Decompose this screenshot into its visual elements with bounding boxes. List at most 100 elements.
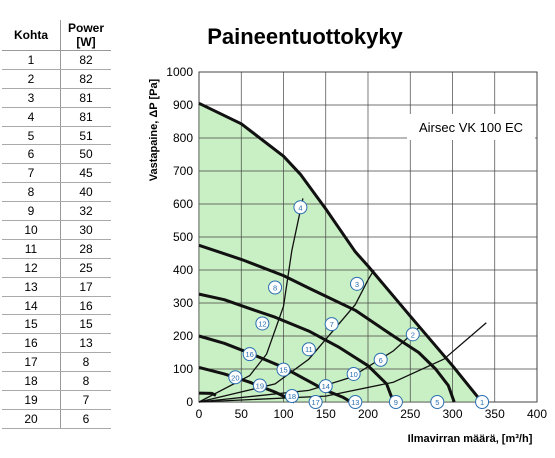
- cell-power: 16: [60, 296, 111, 316]
- point-marker: [430, 395, 445, 409]
- table-row: 3 81: [2, 88, 111, 108]
- y-tick-label: 1000: [166, 65, 193, 79]
- point-label: 16: [246, 350, 254, 359]
- point-label: 1: [480, 398, 484, 407]
- table-row: 4 81: [2, 107, 111, 127]
- model-label-bg: [407, 114, 535, 140]
- table-row: 8 40: [2, 182, 111, 203]
- cell-kohta: 7: [2, 163, 61, 184]
- point-label: 15: [279, 366, 287, 375]
- y-tick-label: 600: [173, 197, 193, 211]
- y-tick-label: 100: [173, 362, 193, 376]
- point-marker: [242, 347, 257, 362]
- y-tick-label: 700: [173, 164, 193, 178]
- power-table: Kohta Power [W] 1 82 2 82 3 81 4 81 5 51 6 50 7 45 8 40…: [2, 20, 111, 429]
- point-marker: [348, 395, 363, 409]
- system-curve: [198, 322, 487, 403]
- cell-kohta: 11: [2, 239, 61, 259]
- table-row: 13 17: [2, 277, 111, 297]
- cell-power: 8: [60, 352, 111, 373]
- y-tick-label: 500: [173, 230, 193, 244]
- cell-power: 45: [60, 163, 111, 184]
- table-row: 14 16: [2, 296, 111, 316]
- header-power: Power [W]: [60, 20, 111, 51]
- cell-power: 28: [60, 239, 111, 259]
- cell-kohta: 14: [2, 296, 61, 316]
- y-tick-label: 300: [173, 296, 193, 310]
- point-marker: [350, 276, 365, 291]
- cell-kohta: 4: [2, 107, 61, 127]
- point-label: 18: [288, 392, 296, 401]
- fan-curve: [198, 101, 484, 403]
- x-tick-label: 0: [196, 407, 203, 421]
- y-axis-label: Vastapaine, ΔP [Pa]: [148, 78, 160, 181]
- cell-power: 6: [60, 409, 111, 429]
- cell-kohta: 1: [2, 50, 61, 70]
- x-axis-label: Ilmavirran määrä, [m³/h]: [408, 433, 533, 445]
- cell-power: 8: [60, 371, 111, 392]
- point-label: 14: [322, 382, 330, 391]
- point-marker: [276, 362, 291, 377]
- point-marker: [268, 280, 283, 295]
- cell-power: 81: [60, 107, 111, 127]
- cell-power: 82: [60, 69, 111, 89]
- point-marker: [475, 395, 490, 409]
- cell-kohta: 5: [2, 126, 61, 146]
- cell-power: 30: [60, 220, 111, 240]
- x-tick-label: 350: [485, 407, 505, 421]
- point-label: 2: [411, 330, 415, 339]
- cell-kohta: 19: [2, 390, 61, 410]
- table-row: 17 8: [2, 352, 111, 373]
- point-marker: [308, 395, 323, 409]
- table-row: 16 13: [2, 333, 111, 354]
- table-body: 1 82 2 82 3 81 4 81 5 51 6 50 7 45 8 40 9 32 10 30 11 28 12 25 1…: [2, 50, 111, 429]
- table-row: 9 32: [2, 201, 111, 222]
- point-marker: [255, 316, 270, 331]
- point-label: 10: [349, 370, 357, 379]
- x-tick-label: 200: [358, 407, 378, 421]
- point-label: 7: [330, 320, 334, 329]
- point-label: 11: [305, 345, 313, 354]
- cell-kohta: 17: [2, 352, 61, 373]
- chart-title: Paineentuottokyky: [207, 24, 403, 49]
- table-row: 1 82: [2, 50, 111, 70]
- table-row: 2 82: [2, 69, 111, 89]
- cell-power: 25: [60, 258, 111, 278]
- table-row: 20 6: [2, 409, 111, 429]
- point-label: 20: [231, 373, 239, 382]
- table-row: 7 45: [2, 163, 111, 184]
- point-marker: [301, 342, 316, 357]
- table-row: 18 8: [2, 371, 111, 392]
- fan-curve: [198, 292, 395, 403]
- x-tick-label: 400: [527, 407, 547, 421]
- table-header-row: Kohta Power [W]: [2, 20, 111, 51]
- point-marker: [293, 200, 308, 215]
- cell-power: 32: [60, 201, 111, 222]
- point-label: 12: [258, 319, 266, 328]
- header-power-label: Power [W]: [67, 21, 104, 49]
- y-tick-label: 800: [173, 131, 193, 145]
- cell-power: 51: [60, 126, 111, 146]
- cell-kohta: 8: [2, 182, 61, 203]
- table-row: 5 51: [2, 126, 111, 146]
- cell-power: 7: [60, 390, 111, 410]
- point-label: 4: [298, 203, 302, 212]
- cell-kohta: 3: [2, 88, 61, 108]
- point-marker: [324, 317, 339, 332]
- x-tick-label: 250: [400, 407, 420, 421]
- point-label: 13: [351, 398, 359, 407]
- y-tick-label: 0: [186, 395, 193, 409]
- fan-curve: [198, 391, 217, 397]
- x-tick-label: 300: [442, 407, 462, 421]
- y-tick-label: 200: [173, 329, 193, 343]
- cell-power: 40: [60, 182, 111, 203]
- point-label: 8: [273, 283, 277, 292]
- table-row: 11 28: [2, 239, 111, 259]
- cell-kohta: 6: [2, 144, 61, 165]
- fan-curve: [198, 334, 352, 404]
- y-tick-label: 400: [173, 263, 193, 277]
- point-marker: [388, 395, 403, 409]
- cell-power: 50: [60, 144, 111, 165]
- point-marker: [318, 379, 333, 394]
